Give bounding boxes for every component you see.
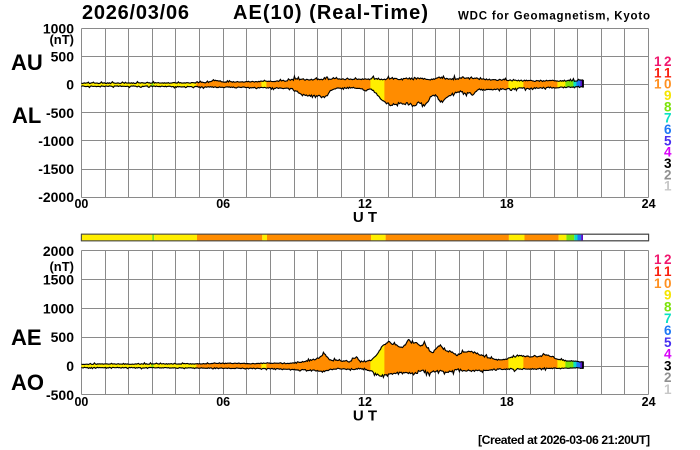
svg-text:3: 3: [664, 156, 672, 171]
svg-text:-1000: -1000: [38, 133, 74, 149]
svg-text:2: 2: [664, 167, 672, 182]
svg-text:AU: AU: [11, 50, 43, 75]
svg-text:9: 9: [664, 88, 672, 103]
svg-text:4: 4: [664, 347, 672, 362]
svg-text:5: 5: [664, 335, 672, 350]
svg-text:U T: U T: [353, 209, 377, 226]
svg-text:(nT): (nT): [49, 259, 74, 274]
svg-text:-1500: -1500: [38, 161, 74, 177]
svg-text:6: 6: [664, 122, 672, 137]
svg-text:7: 7: [664, 311, 672, 326]
svg-text:500: 500: [51, 329, 75, 345]
svg-text:9: 9: [664, 288, 672, 303]
svg-text:1500: 1500: [43, 272, 74, 288]
svg-text:1: 1: [664, 382, 672, 397]
svg-text:12: 12: [358, 197, 372, 211]
svg-text:500: 500: [51, 49, 75, 65]
svg-text:12: 12: [358, 395, 372, 409]
svg-text:5: 5: [664, 133, 672, 148]
svg-text:6: 6: [664, 323, 672, 338]
svg-text:AE(10) (Real-Time): AE(10) (Real-Time): [233, 2, 428, 24]
svg-text:18: 18: [500, 395, 514, 409]
svg-text:-2000: -2000: [38, 189, 74, 205]
svg-text:(nT): (nT): [49, 32, 74, 47]
svg-text:7: 7: [664, 111, 672, 126]
svg-text:1000: 1000: [43, 300, 74, 316]
svg-text:06: 06: [216, 197, 230, 211]
svg-text:-500: -500: [46, 105, 74, 121]
svg-text:2026/03/06: 2026/03/06: [82, 2, 189, 24]
svg-text:2000: 2000: [43, 243, 74, 259]
svg-text:0: 0: [66, 77, 74, 93]
svg-text:1: 1: [664, 179, 672, 194]
svg-text:-500: -500: [46, 387, 74, 403]
svg-text:24: 24: [642, 395, 656, 409]
svg-text:8: 8: [664, 99, 672, 114]
svg-text:AL: AL: [12, 103, 41, 128]
svg-text:1000: 1000: [43, 20, 74, 36]
svg-text:24: 24: [642, 197, 656, 211]
svg-text:18: 18: [500, 197, 514, 211]
svg-text:00: 00: [74, 197, 88, 211]
svg-text:4: 4: [664, 145, 672, 160]
svg-text:AO: AO: [11, 370, 44, 395]
svg-text:WDC for Geomagnetism, Kyoto: WDC for Geomagnetism, Kyoto: [458, 11, 650, 23]
svg-text:2: 2: [664, 370, 672, 385]
svg-text:U T: U T: [353, 408, 377, 425]
svg-text:AE: AE: [11, 325, 42, 350]
svg-text:06: 06: [216, 395, 230, 409]
svg-text:[Created at 2026-03-06 21:20UT: [Created at 2026-03-06 21:20UT]: [478, 433, 650, 447]
svg-text:00: 00: [74, 395, 88, 409]
svg-text:8: 8: [664, 299, 672, 314]
svg-text:3: 3: [664, 358, 672, 373]
svg-text:0: 0: [66, 358, 74, 374]
